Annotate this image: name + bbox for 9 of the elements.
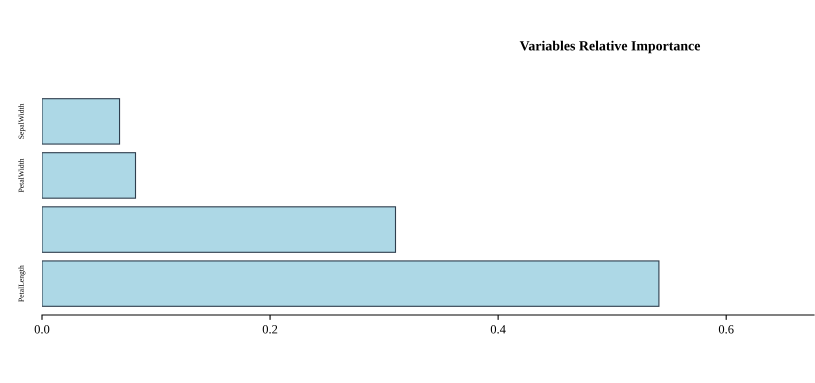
bar (42, 152, 136, 199)
chart-title: Variables Relative Importance (520, 40, 700, 54)
x-tick-label: 0.0 (34, 325, 50, 334)
bar (42, 98, 120, 145)
x-tick-label: 0.4 (490, 325, 506, 334)
x-tick-label: 0.6 (718, 325, 734, 334)
x-tick-label: 0.2 (262, 325, 278, 334)
bar (42, 260, 660, 307)
bar (42, 206, 396, 253)
